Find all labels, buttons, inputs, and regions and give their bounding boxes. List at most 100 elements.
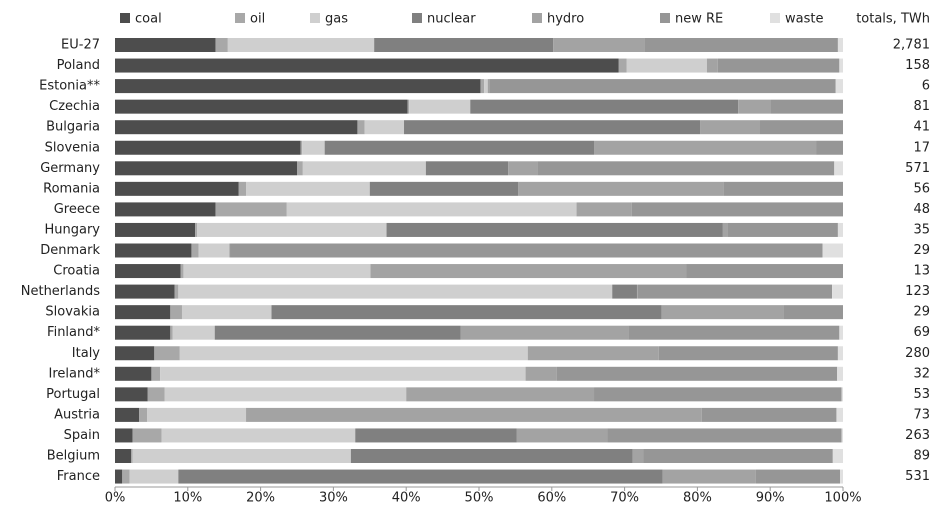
bar-segment <box>487 79 490 94</box>
bar-segment <box>636 284 638 299</box>
category-label: Spain <box>64 428 100 443</box>
bar-segment <box>178 469 663 484</box>
bar-segment <box>470 99 739 114</box>
bar-segment <box>115 161 297 176</box>
bar-segment <box>837 38 843 52</box>
bar-segment <box>425 161 509 176</box>
total-label: 29 <box>913 243 930 258</box>
total-label: 17 <box>913 140 930 155</box>
legend-label: coal <box>135 12 162 27</box>
bar-segment <box>115 325 171 340</box>
category-label: EU-27 <box>61 38 100 53</box>
total-label: 89 <box>913 449 930 464</box>
bar-segment <box>147 407 247 422</box>
bar-segment <box>626 58 707 73</box>
category-label: Romania <box>43 181 100 196</box>
bar-segment <box>300 140 303 155</box>
bar-segment <box>832 284 843 299</box>
bar-segment <box>839 58 843 73</box>
bar-segment <box>406 387 595 402</box>
bar-segment <box>229 243 231 258</box>
bar-segment <box>115 38 216 52</box>
total-label: 6 <box>922 79 930 94</box>
legend-swatch <box>235 13 245 23</box>
bar-segment <box>183 264 371 279</box>
total-label: 571 <box>905 161 930 176</box>
category-label: Netherlands <box>21 284 100 299</box>
bar-segment <box>246 407 702 422</box>
bar-segment <box>115 346 155 361</box>
total-label: 13 <box>913 264 930 279</box>
bar-segment <box>723 181 843 196</box>
legend-label: gas <box>325 12 348 27</box>
bar-segment <box>556 366 838 381</box>
x-tick-label: 60% <box>537 491 566 506</box>
bar-segment <box>115 449 132 463</box>
bar-segment <box>324 140 595 155</box>
legend-label: oil <box>250 12 265 27</box>
bar-segment <box>271 305 662 320</box>
bar-segment <box>115 305 171 320</box>
bar-segment <box>132 428 162 443</box>
legend-label: new RE <box>675 12 723 27</box>
total-label: 35 <box>913 222 930 237</box>
total-label: 531 <box>905 469 930 484</box>
bar-segment <box>238 181 247 196</box>
bar-segment <box>195 222 198 237</box>
bar-segment <box>628 325 840 340</box>
bar-segment <box>246 181 370 196</box>
bar-segment <box>350 449 633 463</box>
x-tick-label: 40% <box>392 491 421 506</box>
x-tick-label: 50% <box>465 491 494 506</box>
bar-segment <box>227 38 375 52</box>
bar-segment <box>839 325 843 340</box>
x-tick-label: 20% <box>246 491 275 506</box>
bar-segment <box>706 58 718 73</box>
category-label: Austria <box>54 407 100 422</box>
bar-segment <box>131 449 133 463</box>
bar-segment <box>115 243 192 258</box>
legend-label: waste <box>785 12 823 27</box>
bar-segment <box>115 264 181 279</box>
bar-segment <box>841 387 843 402</box>
bar-segment <box>369 181 519 196</box>
bar-segment <box>115 428 133 443</box>
bar-segment <box>115 58 619 73</box>
bar-segment <box>355 428 517 443</box>
bar-segment <box>822 243 843 258</box>
bar-segment <box>115 284 175 299</box>
category-label: Italy <box>72 346 101 361</box>
bar-segment <box>489 79 836 94</box>
total-label: 158 <box>905 58 930 73</box>
category-label: France <box>57 469 100 484</box>
bar-segment <box>215 38 228 52</box>
bar-segment <box>374 38 554 52</box>
bar-segment <box>480 79 485 94</box>
bar-segment <box>537 161 835 176</box>
bar-segment <box>661 305 784 320</box>
bar-segment <box>644 38 838 52</box>
bar-segment <box>115 181 239 196</box>
bar-segment <box>816 140 843 155</box>
bar-segment <box>834 161 843 176</box>
bar-segment <box>717 58 840 73</box>
category-label: Denmark <box>40 243 100 258</box>
bar-segment <box>286 202 577 217</box>
bar-segment <box>122 469 130 484</box>
category-label: Slovakia <box>45 305 100 320</box>
bar-segment <box>302 161 426 176</box>
x-tick-label: 10% <box>173 491 202 506</box>
bar-segment <box>508 161 538 176</box>
category-label: Germany <box>40 161 100 176</box>
total-label: 123 <box>905 284 930 299</box>
bar-segment <box>115 387 148 402</box>
bar-segment <box>386 222 723 237</box>
bar-segment <box>115 469 123 484</box>
bar-segment <box>837 222 843 237</box>
total-label: 29 <box>913 305 930 320</box>
total-label: 41 <box>913 120 930 135</box>
bar-segment <box>837 366 843 381</box>
total-label: 2,781 <box>893 38 930 53</box>
bar-segment <box>132 449 351 463</box>
category-label: Croatia <box>53 264 100 279</box>
